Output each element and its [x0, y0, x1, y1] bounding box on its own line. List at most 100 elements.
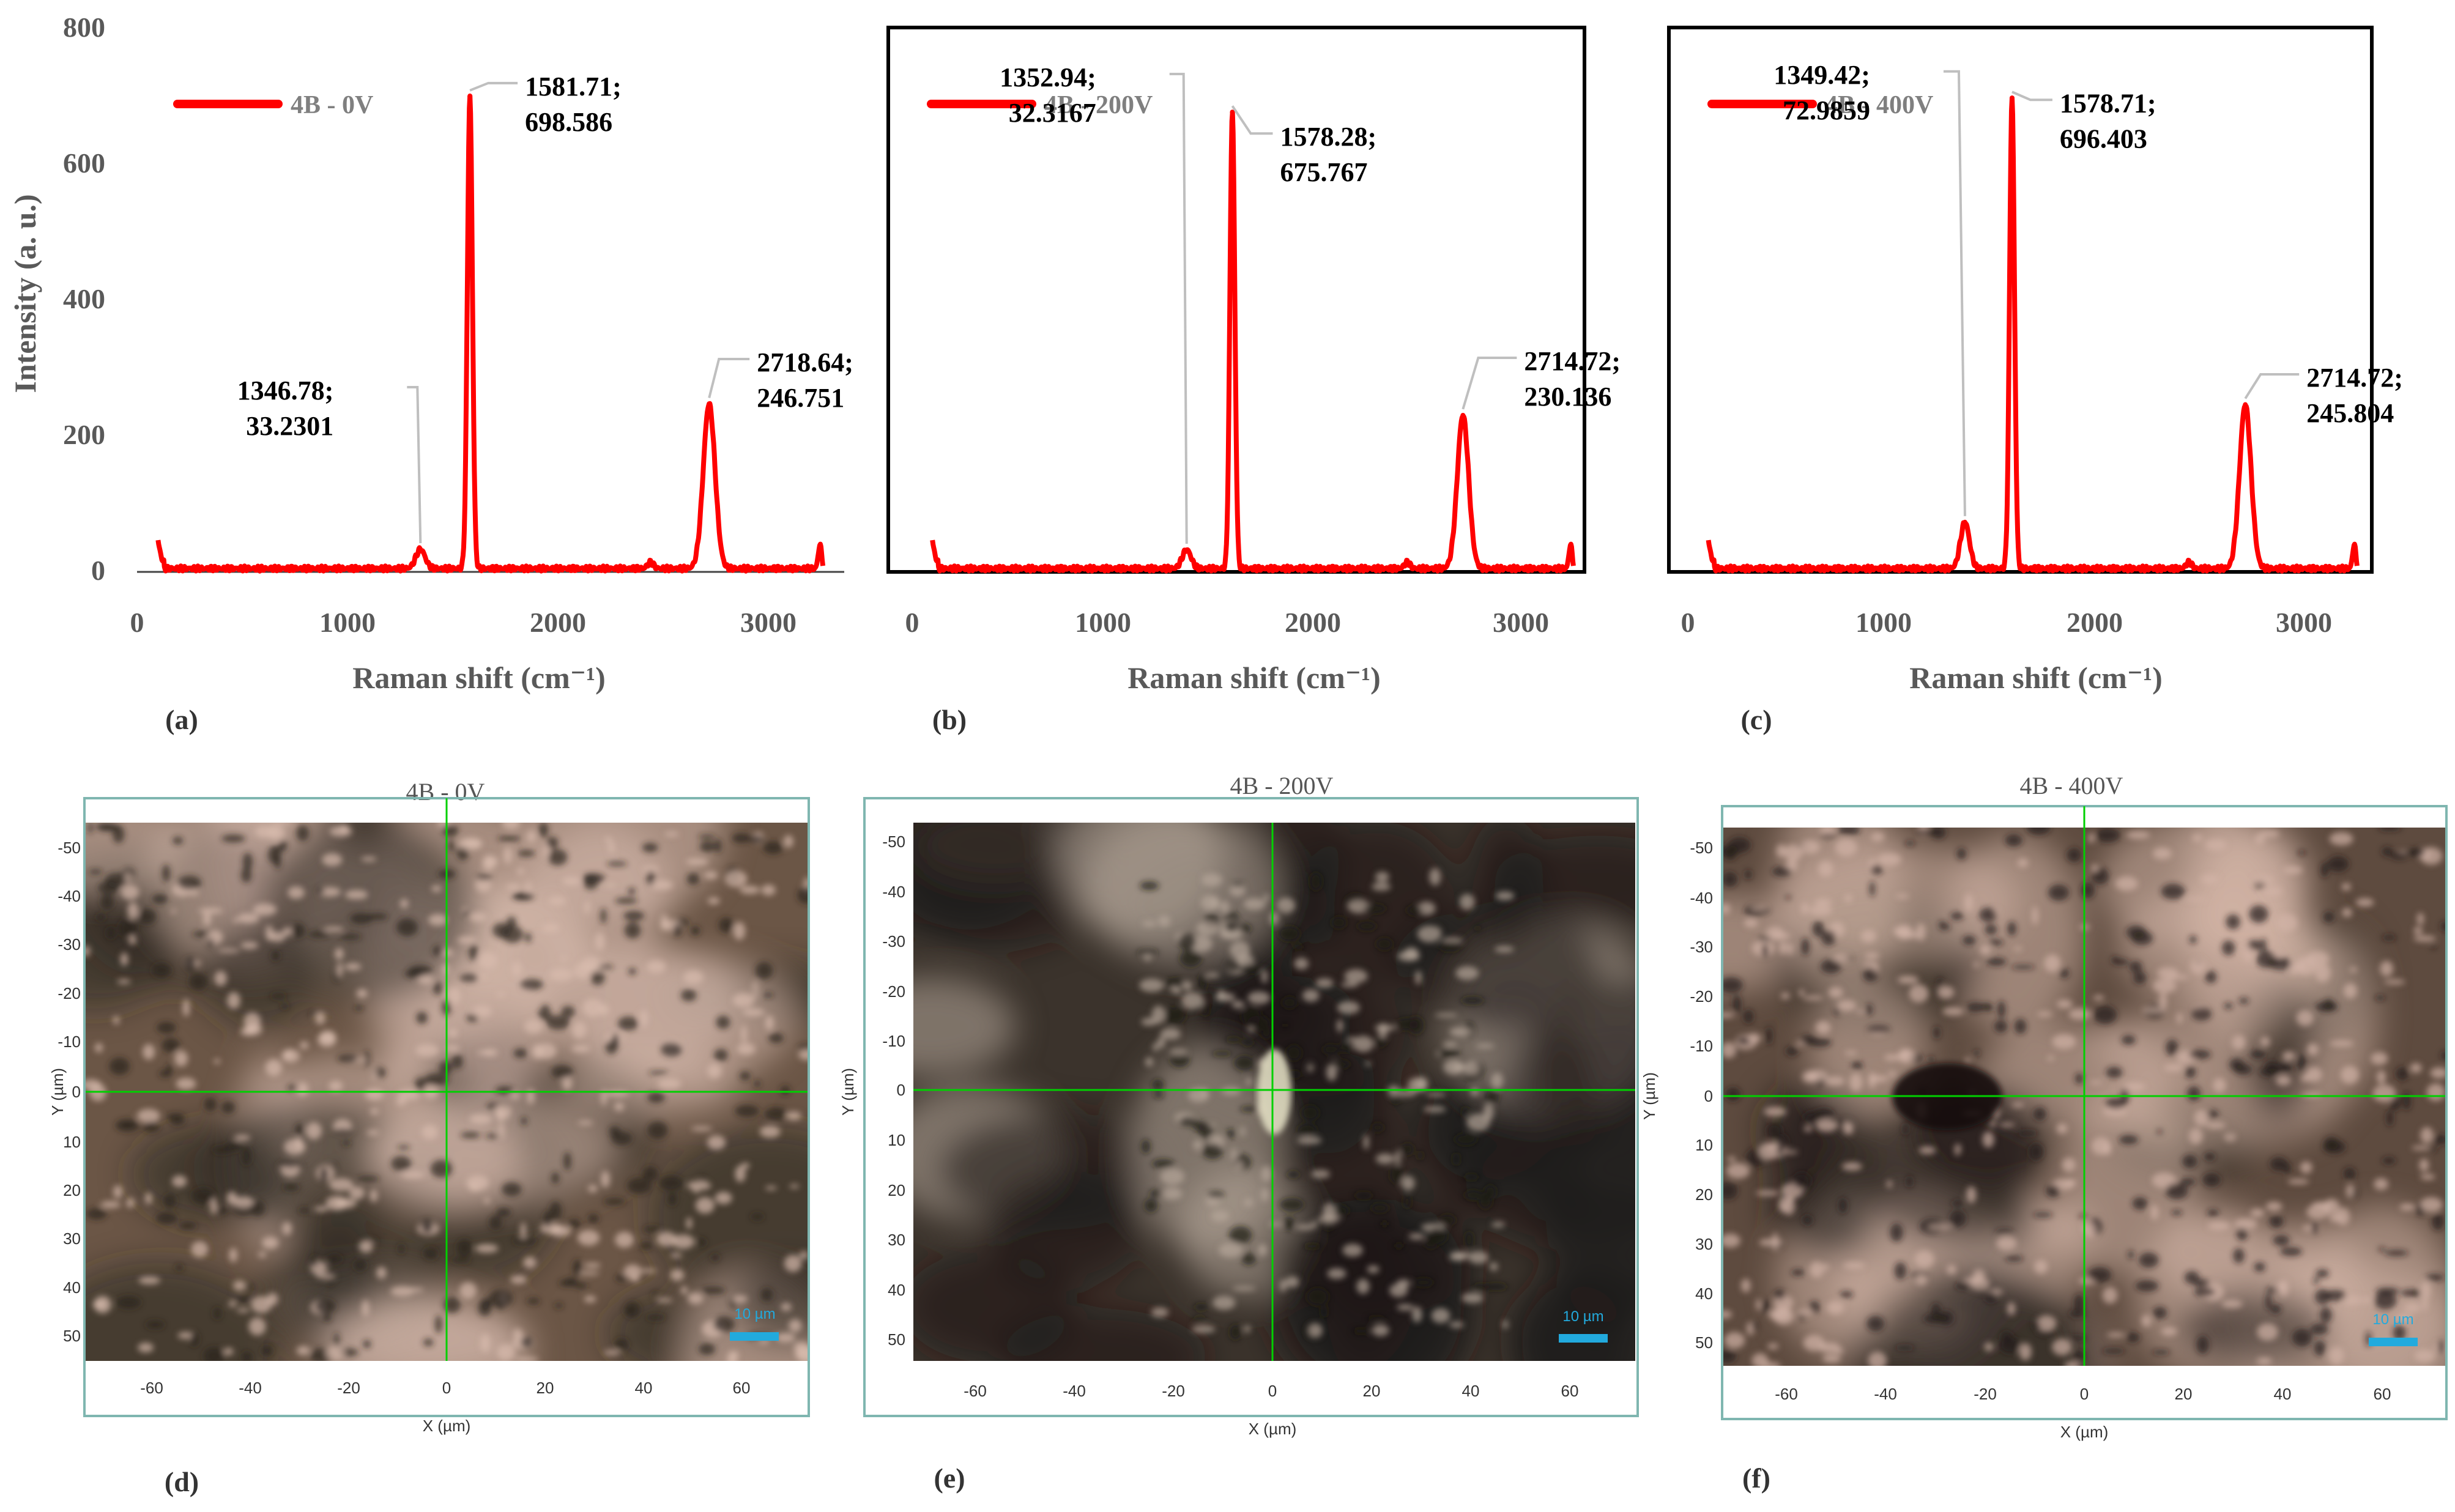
y-axis-title: Intensity (a. u.) — [8, 194, 42, 393]
micrograph-grain — [577, 1271, 600, 1275]
micrograph-grain — [1353, 1036, 1374, 1053]
y-tick-label: -40 — [1690, 889, 1713, 907]
micrograph-grain — [2047, 1056, 2054, 1061]
micrograph-grain — [210, 1197, 217, 1215]
micrograph-grain — [2007, 921, 2016, 936]
micrograph-grain — [1449, 1251, 1471, 1257]
micrograph-grain — [617, 1016, 639, 1031]
micrograph-grain — [457, 936, 477, 944]
micrograph-grain — [447, 987, 461, 1005]
micrograph-grain — [1981, 1002, 1993, 1010]
y-tick-label: 30 — [1695, 1235, 1713, 1253]
micrograph-grain — [798, 1049, 808, 1061]
micrograph-grain — [243, 1012, 261, 1031]
micrograph-grain — [647, 1121, 668, 1140]
micrograph-grain — [1866, 1316, 1885, 1332]
micrograph-grain — [269, 931, 286, 943]
micrograph-grain — [656, 1298, 673, 1303]
micrograph-grain — [1158, 915, 1170, 927]
micrograph-grain — [627, 1177, 652, 1194]
micrograph-grain — [325, 1346, 344, 1360]
micrograph-grain — [2393, 1325, 2406, 1341]
micrograph-grain — [2382, 935, 2396, 941]
micrograph-grain — [2314, 1289, 2330, 1305]
micrograph-grain — [1933, 1026, 1940, 1039]
micrograph-grain — [431, 885, 442, 892]
micrograph-grain — [525, 881, 531, 897]
micrograph-grain — [1170, 986, 1179, 993]
raman-spectrum-panel-a: Intensity (a. u.) 0 200 400 600 800 0 10… — [8, 12, 853, 735]
micrograph-grain — [1277, 897, 1296, 914]
micrograph-grain — [322, 1314, 332, 1322]
y-tick-label: 50 — [63, 1327, 81, 1345]
micrograph-grain — [1463, 1074, 1476, 1080]
micrograph-grain — [510, 1092, 521, 1099]
panel-label: (e) — [934, 1462, 965, 1494]
micrograph-grain — [1179, 1116, 1196, 1126]
micrograph-grain — [314, 1299, 336, 1314]
micrograph-grain — [2224, 1002, 2233, 1009]
micrograph-grain — [253, 903, 277, 916]
micrograph-grain — [707, 897, 720, 905]
plot-frame — [886, 26, 1586, 574]
micrograph-grain — [2182, 1154, 2197, 1168]
micrograph-grain — [155, 1212, 177, 1225]
micrograph-grain — [2431, 944, 2437, 949]
micrograph-grain — [2095, 828, 2120, 843]
micrograph-grain — [2062, 1157, 2076, 1172]
micrograph-grain — [423, 1248, 438, 1259]
micrograph-grain — [306, 1122, 322, 1140]
micrograph-grain — [214, 1307, 221, 1319]
y-tick-label: -20 — [58, 984, 81, 1002]
micrograph-grain — [86, 946, 91, 957]
micrograph-grain — [400, 899, 409, 909]
y-tick-label: 800 — [63, 12, 105, 43]
micrograph-grain — [120, 952, 128, 966]
micrograph-grain — [1417, 1151, 1424, 1160]
micrograph-grain — [698, 834, 716, 839]
y-tick-label: -30 — [1690, 938, 1713, 956]
micrograph-grain — [1389, 1283, 1408, 1297]
y-tick-label: 0 — [72, 1083, 81, 1101]
micrograph-grain — [2341, 883, 2351, 891]
micrograph-grain — [1192, 1317, 1208, 1322]
micrograph-grain — [2430, 1067, 2445, 1079]
x-tick-label: 3000 — [2276, 607, 2332, 638]
micrograph-grain — [1915, 1273, 1927, 1285]
micrograph-grain — [2152, 1350, 2171, 1355]
micrograph-grain — [1374, 1025, 1397, 1031]
micrograph-grain — [371, 1068, 377, 1081]
micrograph-grain — [95, 1043, 103, 1053]
micrograph-grain — [2059, 968, 2070, 979]
micrograph-grain — [1928, 1056, 1934, 1063]
micrograph-grain — [2380, 960, 2394, 977]
micrograph-grain — [554, 1303, 563, 1308]
micrograph-grain — [520, 1222, 527, 1240]
micrograph-grain — [691, 926, 700, 936]
micrograph-grain — [590, 970, 605, 985]
micrograph-grain — [1346, 1037, 1357, 1042]
micrograph-grain — [117, 979, 131, 984]
micrograph-grain — [1791, 1269, 1805, 1276]
peak-leader-line — [2011, 91, 2052, 102]
y-tick-label: -10 — [1690, 1037, 1713, 1055]
micrograph-grain — [1151, 1006, 1165, 1024]
micrograph-grain — [327, 1254, 342, 1264]
micrograph-grain — [1438, 939, 1462, 952]
micrograph-grain — [174, 1050, 188, 1067]
micrograph-grain — [2315, 963, 2331, 982]
micrograph-grain — [732, 833, 750, 843]
micrograph-grain — [213, 1059, 221, 1064]
micrograph-grain — [1461, 1292, 1484, 1303]
micrograph-grain — [241, 867, 252, 883]
micrograph-grain — [1225, 959, 1241, 973]
micrograph-grain — [647, 870, 655, 886]
micrograph-grain — [1824, 1076, 1845, 1086]
micrograph-grain — [2341, 1065, 2360, 1084]
micrograph-grain — [258, 1251, 266, 1258]
panel-label: (d) — [165, 1466, 199, 1497]
micrograph-grain — [344, 890, 368, 900]
micrograph-grain — [212, 1146, 232, 1154]
micrograph-grain — [2106, 1067, 2123, 1078]
micrograph-grain — [191, 1188, 215, 1204]
